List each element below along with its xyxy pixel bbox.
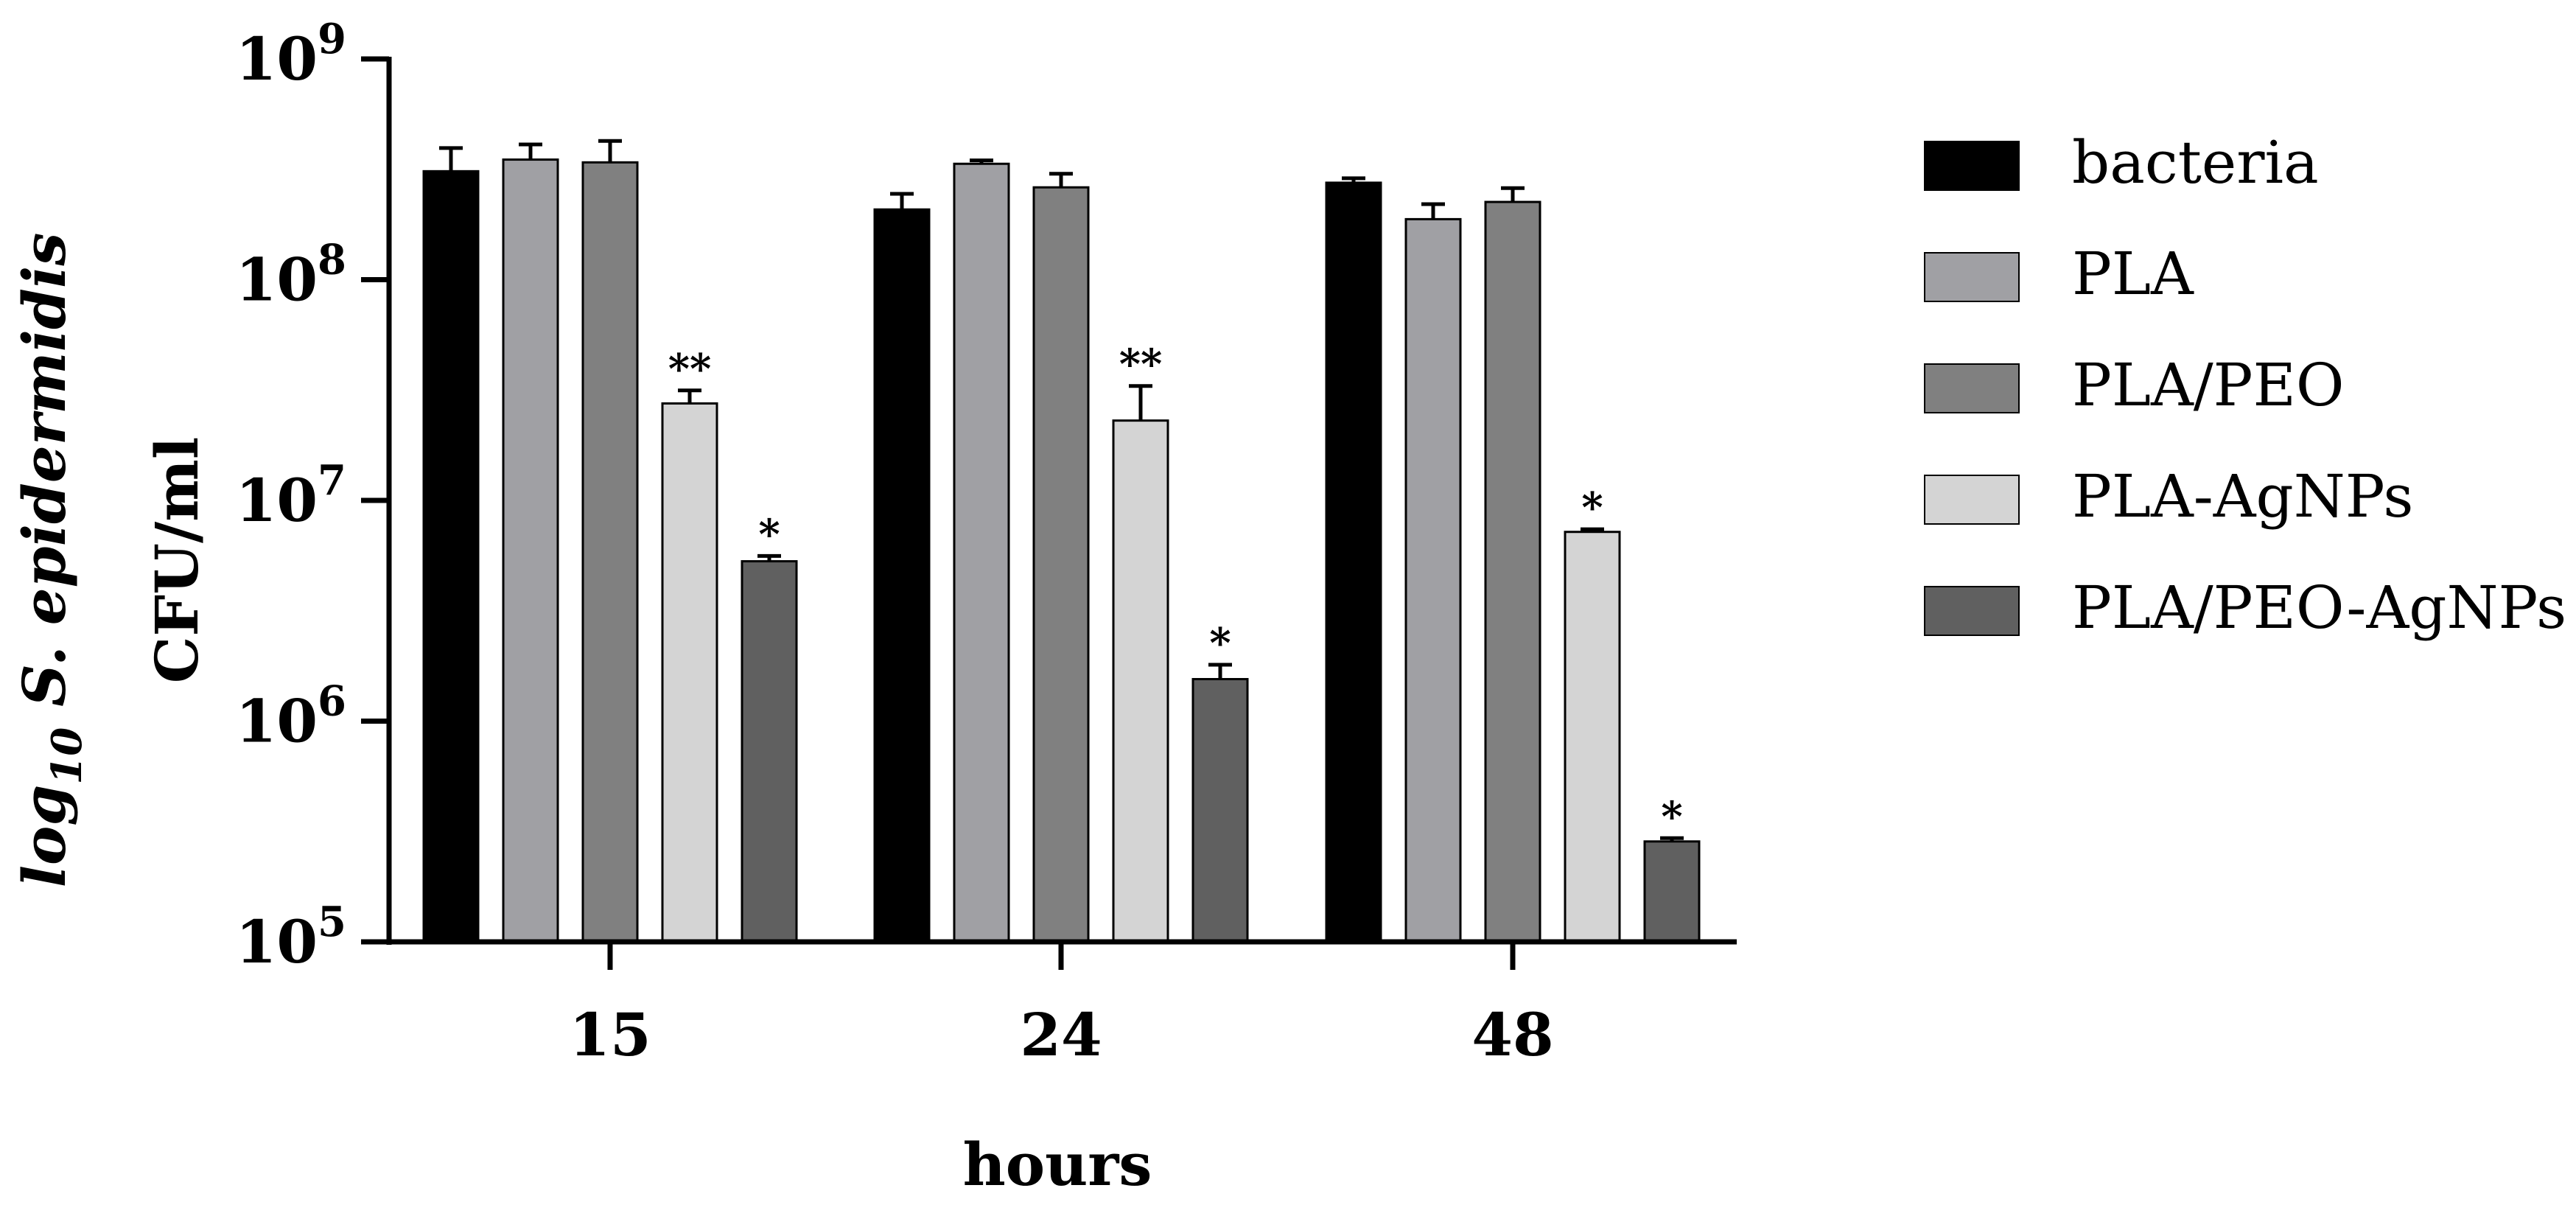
y-tick-base: 10 <box>236 687 318 756</box>
bar <box>1404 217 1462 943</box>
y-tick-exponent: 6 <box>318 677 346 726</box>
y-tick-exponent: 8 <box>318 236 346 284</box>
bar <box>1484 200 1541 943</box>
bar <box>873 208 931 943</box>
bar <box>1191 677 1249 943</box>
bar <box>1032 186 1090 943</box>
bar <box>953 162 1010 943</box>
bar <box>1112 419 1169 943</box>
bar <box>741 560 798 943</box>
bar <box>581 161 639 943</box>
legend-label: bacteria <box>2072 128 2319 197</box>
y-tick-label: 106 <box>236 677 346 756</box>
legend-label: PLA-AgNPs <box>2072 462 2413 531</box>
y-tick-exponent: 5 <box>318 898 346 946</box>
x-tick-label: 24 <box>1020 1000 1102 1069</box>
y-tick-label: 105 <box>236 898 346 976</box>
y-tick-exponent: 9 <box>318 15 346 63</box>
bar <box>422 170 480 943</box>
bar <box>502 158 559 943</box>
legend-swatch <box>1924 252 2020 302</box>
y-tick-base: 10 <box>236 466 318 535</box>
significance-label: ** <box>1119 340 1163 389</box>
y-axis-label-line2: CFU/ml <box>142 437 211 684</box>
bars: ** ****** <box>422 139 1701 943</box>
y-tick-exponent: 7 <box>318 456 346 505</box>
significance-label: * <box>1661 792 1682 841</box>
bar <box>1325 181 1382 943</box>
bar <box>1564 531 1621 943</box>
x-axis-label: hours <box>963 1130 1152 1199</box>
bar <box>661 402 718 943</box>
legend-swatch <box>1924 475 2020 525</box>
x-tick-label: 15 <box>569 1000 651 1069</box>
legend-swatch <box>1924 363 2020 413</box>
y-axis-label-main: log <box>10 785 79 888</box>
y-tick-label: 107 <box>236 456 346 535</box>
significance-label: * <box>1581 483 1603 532</box>
significance-label: * <box>1209 619 1231 668</box>
y-axis-label-subscript: 10 <box>43 727 91 785</box>
y-axis-label-species: S. epidermidis <box>10 233 79 727</box>
legend-label: PLA/PEO-AgNPs <box>2072 573 2566 642</box>
x-tick-label: 48 <box>1471 1000 1553 1069</box>
y-tick-label: 109 <box>236 15 346 94</box>
legend-label: PLA/PEO <box>2072 351 2345 419</box>
y-tick-base: 10 <box>236 245 318 315</box>
x-axis-ticks: 15 24 48 <box>569 942 1554 1069</box>
y-tick-base: 10 <box>236 907 318 976</box>
bar <box>1643 840 1701 943</box>
y-axis-label-line1: log10 S. epidermidis <box>10 233 91 888</box>
significance-label: * <box>758 510 780 559</box>
legend-swatch <box>1924 586 2020 636</box>
y-tick-base: 10 <box>236 24 318 94</box>
significance-label: ** <box>668 345 712 394</box>
legend-swatch <box>1924 141 2020 191</box>
legend-label: PLA <box>2072 240 2194 308</box>
legend: bacteria PLA PLA/PEO PLA-AgNPs PLA/PEO-AgNPs <box>1924 128 2566 642</box>
y-tick-label: 108 <box>236 236 346 315</box>
